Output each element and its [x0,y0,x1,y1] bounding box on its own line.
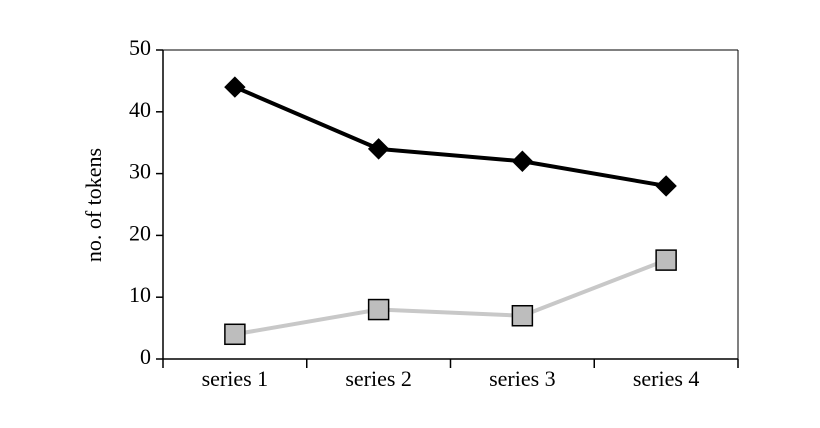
y-tick-label: 40 [129,97,151,122]
y-tick-label: 20 [129,220,151,245]
data-point [224,323,246,346]
y-tick-label: 0 [140,344,151,369]
data-point [655,249,677,271]
y-tick-label: 10 [129,282,151,307]
data-point [655,175,677,197]
x-tick-label: series 4 [633,366,700,391]
data-point [224,76,246,98]
x-tick-label: series 3 [489,366,556,391]
y-axis-label: no. of tokens [81,148,106,262]
series-line [234,258,667,337]
data-point [367,298,390,321]
y-tick-label: 30 [129,159,151,184]
data-point [511,150,534,172]
series-line [234,85,667,188]
x-tick-label: series 2 [345,366,412,391]
data-point [367,138,390,160]
y-tick-label: 50 [129,35,151,60]
x-tick-label: series 1 [202,366,269,391]
data-point [511,304,534,327]
